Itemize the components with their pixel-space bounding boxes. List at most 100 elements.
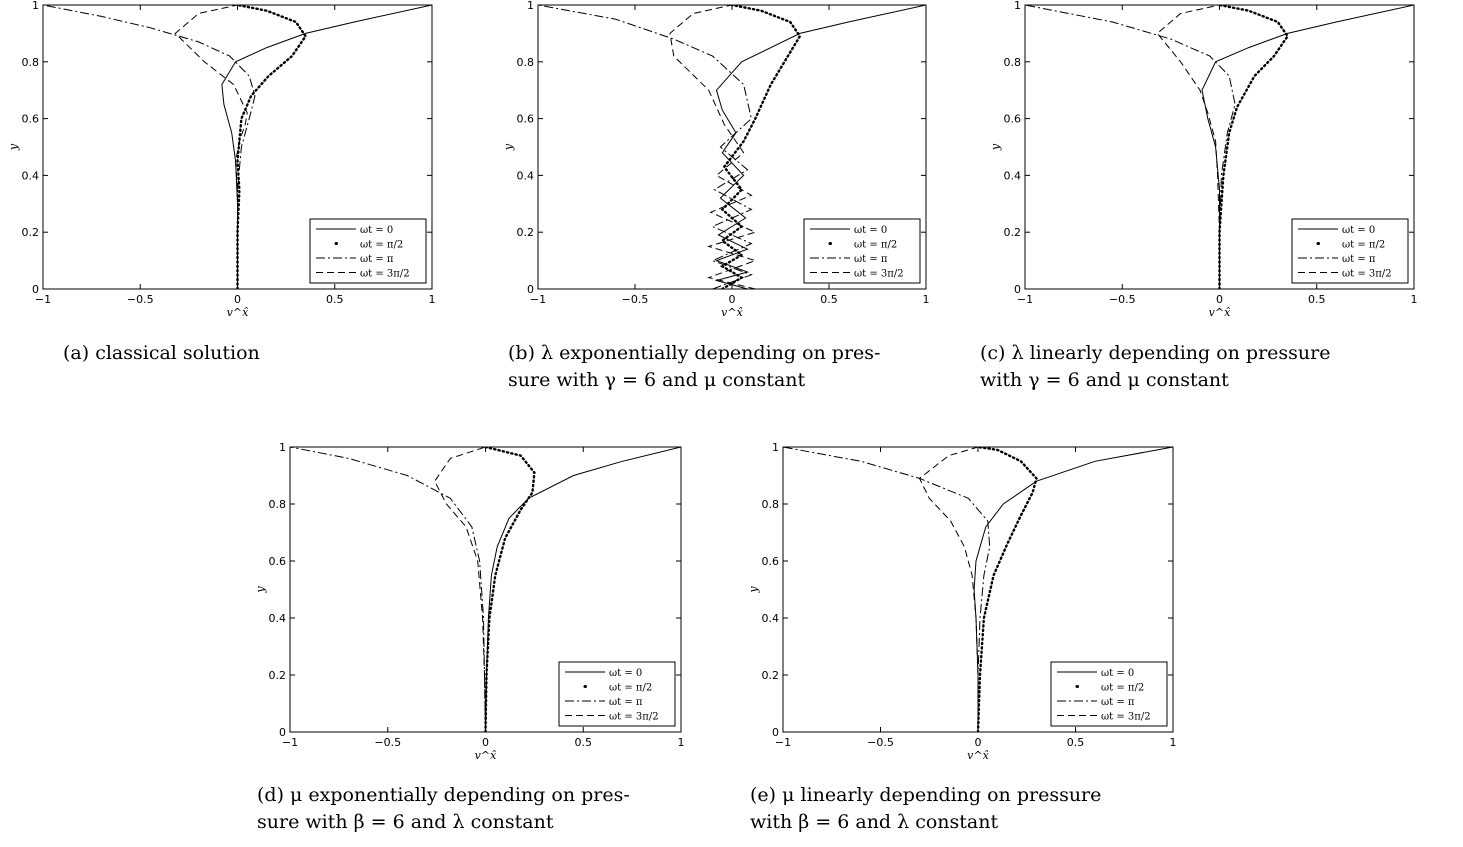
series-line-dotted <box>719 5 802 289</box>
caption-line: (a) classical solution <box>63 342 260 364</box>
legend-label: ωt = π/2 <box>1342 240 1385 251</box>
y-tick-label: 0.2 <box>1004 226 1022 239</box>
legend: ωt = 0 ωt = π/2 ωt = π ωt = 3π/2 <box>803 218 921 284</box>
x-tick-label: 1 <box>1411 293 1418 306</box>
y-tick-label: 0.6 <box>269 555 287 568</box>
y-tick-label: 0.6 <box>762 555 780 568</box>
x-tick-label: 1 <box>429 293 436 306</box>
x-axis-label: v^x̂ <box>967 749 989 762</box>
x-tick-label: 1 <box>1170 736 1177 749</box>
legend: ωt = 0 ωt = π/2 ωt = π ωt = 3π/2 <box>1291 218 1409 284</box>
y-tick-label: 1 <box>32 0 39 12</box>
y-tick-label: 0 <box>1014 283 1021 296</box>
y-tick-label: 0.2 <box>22 226 40 239</box>
y-axis-label: y <box>502 143 515 151</box>
caption-line: (d) μ exponentially depending on pres- <box>257 784 630 806</box>
x-tick-label: 0 <box>482 736 489 749</box>
x-axis-label: v^x̂ <box>1209 306 1231 319</box>
y-tick-label: 1 <box>1014 0 1021 12</box>
series-line-dotted <box>976 447 1038 732</box>
x-tick-label: −1 <box>530 293 546 306</box>
y-axis-label: y <box>7 143 20 151</box>
series-line-solid <box>1201 5 1414 289</box>
series-line-dashed <box>669 5 757 289</box>
panel-a: −1 −0.5 0 0.5 100.20.40.60.81v^x̂yωt = 0ωt =… <box>7 0 436 364</box>
y-tick-label: 0 <box>527 283 534 296</box>
y-tick-label: 1 <box>279 441 286 454</box>
x-tick-label: −0.5 <box>374 736 401 749</box>
panel-d: −1 −0.5 0 0.5 100.20.40.60.81v^x̂yωt = 0ωt =… <box>254 441 685 833</box>
legend-label: ωt = 3π/2 <box>1101 712 1151 723</box>
panel-e: −1 −0.5 0 0.5 100.20.40.60.81v^x̂yωt = 0ωt =… <box>747 441 1177 833</box>
y-tick-label: 0.2 <box>762 669 780 682</box>
y-tick-label: 0.6 <box>1004 113 1022 126</box>
x-axis-label: v^x̂ <box>721 306 743 319</box>
y-tick-label: 0 <box>32 283 39 296</box>
y-tick-label: 0.8 <box>517 56 535 69</box>
legend-label: ωt = π/2 <box>609 683 652 694</box>
x-tick-label: −1 <box>1017 293 1033 306</box>
panel-b: −1 −0.5 0 0.5 100.20.40.60.81v^x̂yωt = 0ωt =… <box>502 0 930 391</box>
series-line-solid <box>973 447 1173 732</box>
x-tick-label: 0 <box>729 293 736 306</box>
series-line-dashdot <box>290 447 486 732</box>
y-tick-label: 0.4 <box>1004 169 1022 182</box>
series-group <box>290 447 681 732</box>
y-tick-label: 0.4 <box>762 612 780 625</box>
x-tick-label: 1 <box>678 736 685 749</box>
x-tick-label: 0.5 <box>1067 736 1085 749</box>
legend-label: ωt = 3π/2 <box>609 712 659 723</box>
legend-label: ωt = 0 <box>360 225 393 236</box>
x-tick-label: 0 <box>234 293 241 306</box>
x-tick-label: 0 <box>1216 293 1223 306</box>
series-line-dotted <box>1218 5 1290 289</box>
x-tick-label: −0.5 <box>867 736 894 749</box>
x-tick-label: −1 <box>35 293 51 306</box>
series-line-dashdot <box>43 5 256 289</box>
x-axis-label: v^x̂ <box>475 749 497 762</box>
caption-line: sure with β = 6 and λ constant <box>257 811 554 833</box>
series-line-dashed <box>918 447 979 732</box>
x-tick-label: −1 <box>282 736 298 749</box>
y-tick-label: 0.2 <box>517 226 535 239</box>
caption-line: with γ = 6 and μ constant <box>980 369 1229 391</box>
x-tick-label: 0.5 <box>575 736 593 749</box>
y-tick-label: 0.4 <box>22 169 40 182</box>
legend: ωt = 0 ωt = π/2 ωt = π ωt = 3π/2 <box>309 218 427 284</box>
x-tick-label: 0.5 <box>326 293 344 306</box>
series-group <box>538 5 926 289</box>
legend-label: ωt = 3π/2 <box>360 269 410 280</box>
legend-label: ωt = π/2 <box>1101 683 1144 694</box>
y-tick-label: 0.8 <box>1004 56 1022 69</box>
y-tick-label: 0.6 <box>517 113 535 126</box>
series-group <box>1025 5 1414 289</box>
legend-label: ωt = 0 <box>1101 668 1134 679</box>
y-tick-label: 0.8 <box>762 498 780 511</box>
series-group <box>43 5 432 289</box>
legend-label: ωt = 0 <box>1342 225 1375 236</box>
y-tick-label: 0.8 <box>22 56 40 69</box>
y-tick-label: 0.4 <box>517 169 535 182</box>
legend-label: ωt = 0 <box>854 225 887 236</box>
series-line-dotted <box>236 5 308 289</box>
y-axis-label: y <box>989 143 1002 151</box>
panel-c: −1 −0.5 0 0.5 100.20.40.60.81v^x̂yωt = 0ωt =… <box>980 0 1418 391</box>
legend-label: ωt = 0 <box>609 668 642 679</box>
x-tick-label: −1 <box>775 736 791 749</box>
caption-line: sure with γ = 6 and μ constant <box>508 369 806 391</box>
series-group <box>783 447 1173 732</box>
y-tick-label: 0.4 <box>269 612 287 625</box>
y-axis-label: y <box>747 586 760 594</box>
legend: ωt = 0 ωt = π/2 ωt = π ωt = 3π/2 <box>1050 661 1168 727</box>
x-tick-label: 0.5 <box>820 293 838 306</box>
series-line-dashdot <box>538 5 753 289</box>
x-tick-label: −0.5 <box>1109 293 1136 306</box>
y-tick-label: 0.2 <box>269 669 287 682</box>
y-tick-label: 0 <box>772 726 779 739</box>
legend-label: ωt = π <box>609 697 643 708</box>
y-tick-label: 1 <box>527 0 534 12</box>
legend: ωt = 0 ωt = π/2 ωt = π ωt = 3π/2 <box>558 661 676 727</box>
legend-label: ωt = π <box>1101 697 1135 708</box>
series-line-dashdot <box>783 447 991 732</box>
